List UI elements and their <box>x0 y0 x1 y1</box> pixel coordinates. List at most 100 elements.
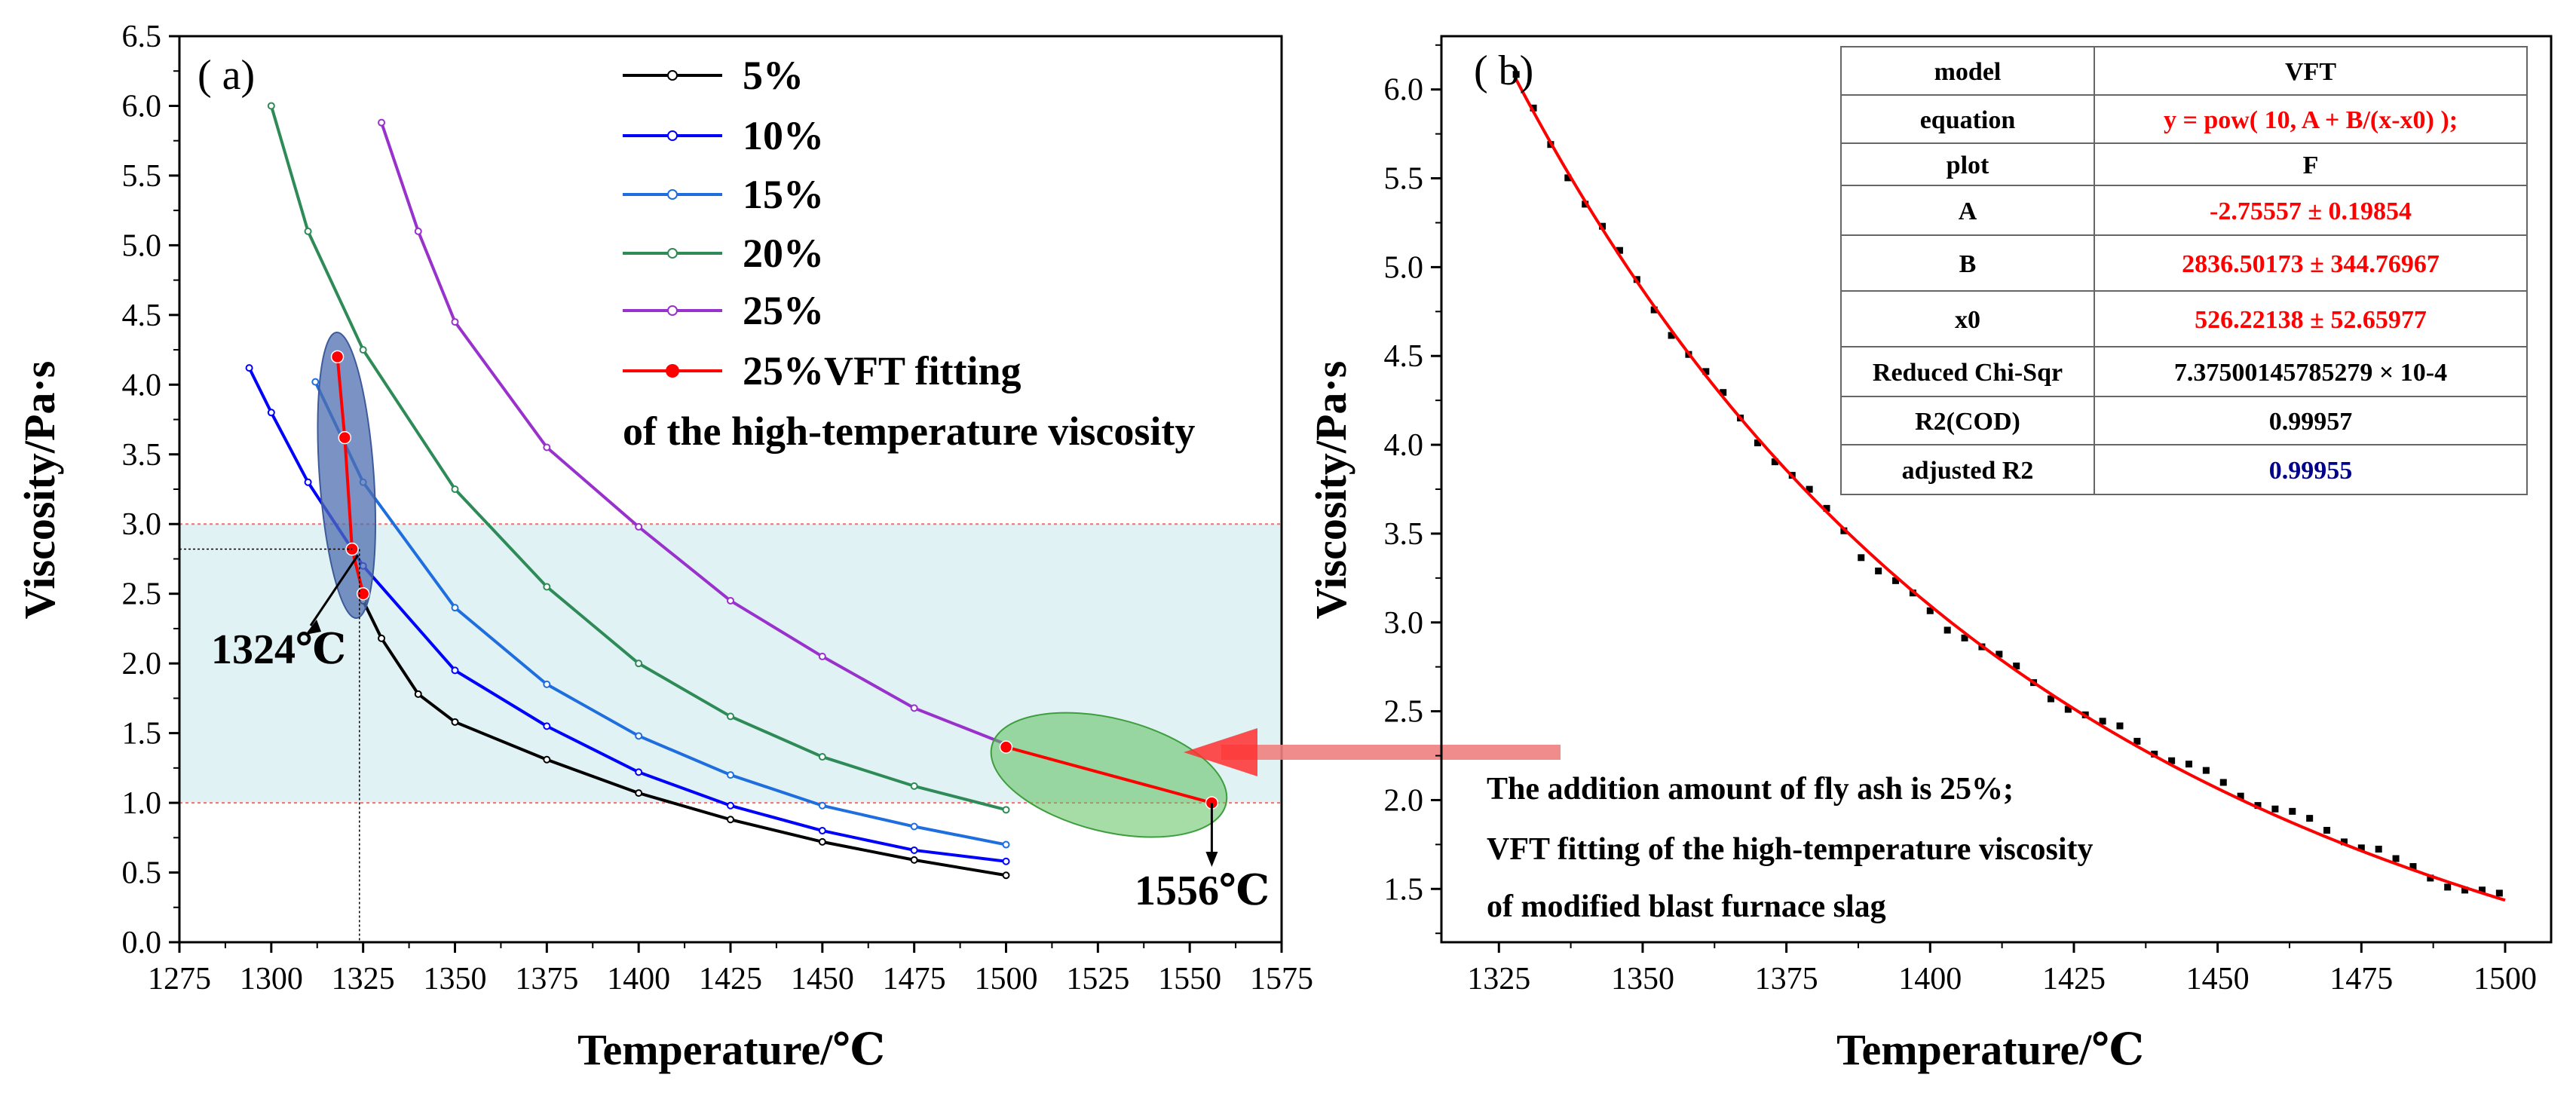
fit-results-table: model VFT equation y = pow( 10, A + B/(x-x0… <box>1840 46 2528 495</box>
table-cell-key: equation <box>1920 106 2016 134</box>
data-point <box>1002 871 1010 880</box>
scatter-point <box>2013 663 2020 670</box>
x-tick-label: 1350 <box>1611 962 1674 996</box>
scatter-point <box>2392 855 2400 862</box>
table-cell-key: Reduced Chi-Sqr <box>1873 359 2063 387</box>
fit-point <box>338 430 352 445</box>
data-point <box>727 816 734 824</box>
y-tick-label: 6.5 <box>122 20 162 54</box>
data-point <box>304 478 312 486</box>
linking-arrow <box>1184 728 1561 776</box>
x-tick-label: 1450 <box>2186 962 2250 996</box>
scatter-point <box>2099 718 2106 725</box>
table-cell-value: 2836.50173 ± 344.76967 <box>2182 250 2440 278</box>
scatter-point <box>1771 458 1778 466</box>
legend-item-10: 10% <box>623 113 824 158</box>
x-tick-label: 1400 <box>1898 962 1962 996</box>
scatter-point <box>1668 332 1675 339</box>
fit-point <box>356 586 370 601</box>
scatter-point <box>2427 874 2434 882</box>
data-point <box>635 660 643 668</box>
table-frame <box>1840 46 2528 495</box>
legend-item-20: 20% <box>623 231 824 276</box>
x-tick-label: 1325 <box>332 962 395 996</box>
data-point <box>727 771 734 779</box>
scatter-point <box>2219 779 2227 786</box>
y-tick-label: 3.5 <box>122 438 162 473</box>
scatter-point <box>1616 246 1623 254</box>
scatter-point <box>2323 827 2331 834</box>
scatter-point <box>1858 554 1865 562</box>
data-point <box>543 443 551 452</box>
x-tick-label: 1525 <box>1066 962 1129 996</box>
note-line-3: of modified blast furnace slag <box>1487 889 1886 924</box>
panel-b: 1325 1350 1375 1400 1425 1450 1475 1500 1.5 2.0 2.… <box>1306 35 2553 1074</box>
arrow-1324 <box>309 554 360 626</box>
panel-a-x-label: Temperature/℃ <box>577 1025 885 1074</box>
panel-a-legend: 5% 10% 15% 20% 25% <box>623 53 1195 454</box>
scatter-point <box>1892 577 1900 584</box>
panel-b-y-label: Viscosity/Pa·s <box>1306 361 1355 620</box>
data-point <box>378 118 386 127</box>
table-cell-key: plot <box>1947 152 1989 179</box>
fit-point <box>330 350 345 364</box>
data-point <box>1002 840 1010 849</box>
y-tick-label: 5.5 <box>1384 162 1424 197</box>
table-cell-value: 526.22138 ± 52.65977 <box>2195 306 2427 334</box>
x-tick-label: 1425 <box>2042 962 2106 996</box>
data-point <box>1002 806 1010 814</box>
data-point <box>818 801 826 810</box>
arrow-1556-head <box>1205 852 1218 867</box>
data-point <box>910 704 918 712</box>
y-tick-label: 0.5 <box>122 856 162 891</box>
scatter-point <box>2289 807 2296 815</box>
data-point <box>414 690 422 698</box>
table-cell-value: -2.75557 ± 0.19854 <box>2210 197 2412 225</box>
scatter-point <box>1996 651 2003 658</box>
data-point <box>451 604 459 612</box>
table-cell-value: 0.99957 <box>2269 408 2353 436</box>
x-tick-label: 1475 <box>2329 962 2393 996</box>
scatter-point <box>1650 306 1658 314</box>
data-point <box>727 712 734 721</box>
scatter-point <box>1754 439 1761 447</box>
scatter-point <box>1582 201 1589 208</box>
data-point <box>543 755 551 764</box>
x-tick-label: 1275 <box>148 962 211 996</box>
scatter-point <box>1530 104 1537 112</box>
data-point <box>727 596 734 605</box>
y-tick-label: 1.0 <box>122 786 162 821</box>
table-cell-key: B <box>1959 250 1977 278</box>
svg-text:25%: 25% <box>743 288 824 333</box>
y-tick-label: 6.0 <box>1384 73 1424 108</box>
legend-item-fit-line2: of the high-temperature viscosity <box>623 409 1195 454</box>
legend-item-25: 25% <box>623 288 824 333</box>
data-point <box>818 753 826 761</box>
fit-line-left <box>335 357 365 595</box>
scatter-point <box>2064 706 2072 713</box>
fit-line-right <box>1005 745 1212 805</box>
panel-a-ticks: 1275 1300 1325 1350 1375 1400 1425 1450 1475 1500… <box>122 20 1314 996</box>
data-point <box>304 227 312 235</box>
data-point <box>543 680 551 688</box>
panel-a-overlays <box>179 331 1228 942</box>
panel-b-note: The addition amount of fly ash is 25%; V… <box>1487 772 2094 924</box>
y-tick-label: 2.0 <box>122 647 162 681</box>
data-point <box>635 522 643 531</box>
data-point <box>727 801 734 810</box>
panel-a-series <box>245 102 1010 880</box>
x-tick-label: 1375 <box>1755 962 1818 996</box>
scatter-point <box>2168 757 2176 764</box>
series-line-20 <box>269 105 1006 812</box>
data-point <box>451 718 459 726</box>
scatter-point <box>2409 863 2417 871</box>
scatter-point <box>2271 805 2279 813</box>
scatter-point <box>2357 844 2365 852</box>
scatter-point <box>1926 607 1934 614</box>
scatter-point <box>1512 71 1520 78</box>
table-cell-key: R2(COD) <box>1915 408 2020 436</box>
scatter-point <box>1875 567 1882 574</box>
table-cell-value: VFT <box>2285 58 2336 86</box>
y-tick-label: 5.0 <box>1384 250 1424 285</box>
data-point <box>635 789 643 797</box>
